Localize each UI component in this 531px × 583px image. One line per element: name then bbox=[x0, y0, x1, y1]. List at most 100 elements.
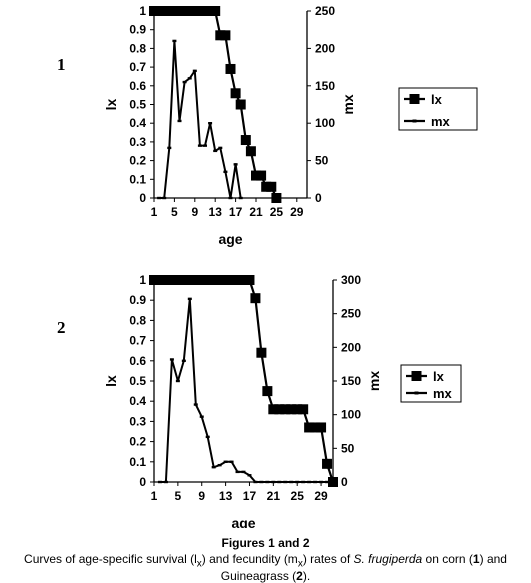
left-tick-label: 0.6 bbox=[129, 79, 146, 93]
x-tick-label: 17 bbox=[243, 489, 257, 503]
right-tick-label: 250 bbox=[341, 307, 361, 321]
x-tick-label: 9 bbox=[191, 205, 198, 219]
left-tick-label: 0.2 bbox=[129, 435, 146, 449]
point-mx bbox=[177, 119, 182, 123]
point-lx bbox=[250, 293, 261, 304]
right-tick-label: 0 bbox=[315, 191, 322, 205]
legend-label-lx: lx bbox=[431, 92, 443, 107]
legend-label-mx: mx bbox=[433, 386, 453, 401]
point-lx bbox=[271, 193, 282, 203]
left-tick-label: 0.9 bbox=[129, 23, 146, 37]
point-lx bbox=[304, 422, 315, 433]
point-mx bbox=[307, 480, 312, 484]
point-mx bbox=[157, 480, 162, 484]
point-mx bbox=[235, 470, 240, 474]
point-mx bbox=[319, 480, 324, 484]
left-tick-label: 1 bbox=[139, 273, 146, 287]
point-lx bbox=[262, 386, 273, 397]
point-mx bbox=[192, 69, 197, 73]
x-tick-label: 5 bbox=[175, 489, 182, 503]
right-axis-title: mx bbox=[366, 371, 382, 391]
point-mx bbox=[187, 77, 192, 80]
legend-marker-mx bbox=[412, 119, 417, 123]
left-tick-label: 0.3 bbox=[129, 135, 146, 149]
chart-1-survival-fecundity-corn: 00.10.20.30.40.50.60.70.80.9105010015020… bbox=[103, 4, 478, 247]
point-mx bbox=[247, 474, 252, 477]
right-tick-label: 100 bbox=[315, 116, 335, 130]
left-tick-label: 0.4 bbox=[129, 394, 146, 408]
left-tick-label: 0 bbox=[139, 475, 146, 489]
caption-prefix: Curves of age-specific survival (l bbox=[24, 552, 197, 566]
point-lx bbox=[286, 404, 297, 415]
point-lx bbox=[251, 170, 261, 181]
legend-marker-mx bbox=[414, 391, 419, 395]
point-mx bbox=[277, 480, 282, 484]
point-lx bbox=[154, 6, 165, 16]
point-mx bbox=[223, 460, 228, 463]
right-tick-label: 50 bbox=[315, 154, 329, 168]
point-mx bbox=[313, 480, 318, 484]
point-mx bbox=[283, 480, 288, 484]
point-mx bbox=[238, 196, 243, 200]
right-tick-label: 250 bbox=[315, 4, 335, 18]
point-mx bbox=[208, 122, 213, 125]
legend-label-lx: lx bbox=[433, 369, 445, 384]
point-mx bbox=[228, 196, 233, 200]
point-mx bbox=[187, 297, 192, 301]
left-tick-label: 0.7 bbox=[129, 60, 146, 74]
figure-number-1: 1 bbox=[57, 55, 66, 74]
figure-number-2: 2 bbox=[57, 318, 66, 337]
x-tick-label: 29 bbox=[290, 205, 304, 219]
left-tick-label: 0.8 bbox=[129, 313, 146, 327]
x-tick-label: 21 bbox=[249, 205, 263, 219]
point-lx bbox=[268, 404, 279, 415]
caption-species: S. frugiperda bbox=[353, 552, 423, 566]
point-mx bbox=[217, 463, 222, 467]
point-lx bbox=[184, 275, 195, 285]
point-mx bbox=[157, 196, 162, 200]
x-tick-label: 1 bbox=[151, 205, 158, 219]
point-lx bbox=[244, 275, 255, 285]
point-mx bbox=[169, 358, 174, 361]
point-lx bbox=[154, 275, 165, 285]
left-tick-label: 0.5 bbox=[129, 98, 146, 112]
point-lx bbox=[166, 275, 177, 285]
x-tick-label: 25 bbox=[291, 489, 305, 503]
point-lx bbox=[310, 422, 321, 433]
point-mx bbox=[163, 480, 168, 484]
left-axis-title: lx bbox=[103, 375, 119, 387]
point-lx bbox=[215, 30, 226, 41]
series-line-mx bbox=[160, 297, 333, 483]
caption-mid-1: ) and fecundity (m bbox=[201, 552, 298, 566]
right-tick-label: 300 bbox=[341, 273, 361, 287]
left-axis-title: lx bbox=[103, 98, 119, 110]
point-lx bbox=[205, 6, 216, 16]
caption-n1: 1 bbox=[472, 552, 480, 566]
point-lx bbox=[316, 422, 327, 433]
point-mx bbox=[259, 480, 264, 484]
x-tick-label: 1 bbox=[151, 489, 158, 503]
x-tick-label: 21 bbox=[267, 489, 281, 503]
caption-mid-3: on corn ( bbox=[422, 552, 473, 566]
left-tick-label: 0.1 bbox=[129, 455, 146, 469]
point-lx bbox=[232, 275, 243, 285]
point-mx bbox=[203, 144, 207, 147]
right-tick-label: 50 bbox=[341, 441, 355, 455]
point-lx bbox=[210, 6, 221, 16]
legend-marker-lx bbox=[411, 371, 422, 381]
point-mx bbox=[162, 196, 167, 200]
point-mx bbox=[325, 480, 330, 484]
point-lx bbox=[266, 181, 277, 192]
point-mx bbox=[199, 415, 204, 418]
legend-marker-lx bbox=[409, 94, 420, 104]
point-lx bbox=[220, 30, 231, 41]
right-tick-label: 200 bbox=[315, 41, 335, 55]
point-mx bbox=[295, 480, 300, 484]
right-tick-label: 150 bbox=[315, 79, 335, 93]
point-lx bbox=[189, 6, 200, 16]
left-tick-label: 1 bbox=[139, 4, 146, 18]
point-lx bbox=[256, 347, 267, 358]
point-mx bbox=[205, 435, 210, 439]
point-mx bbox=[229, 460, 234, 463]
point-lx bbox=[274, 404, 285, 415]
